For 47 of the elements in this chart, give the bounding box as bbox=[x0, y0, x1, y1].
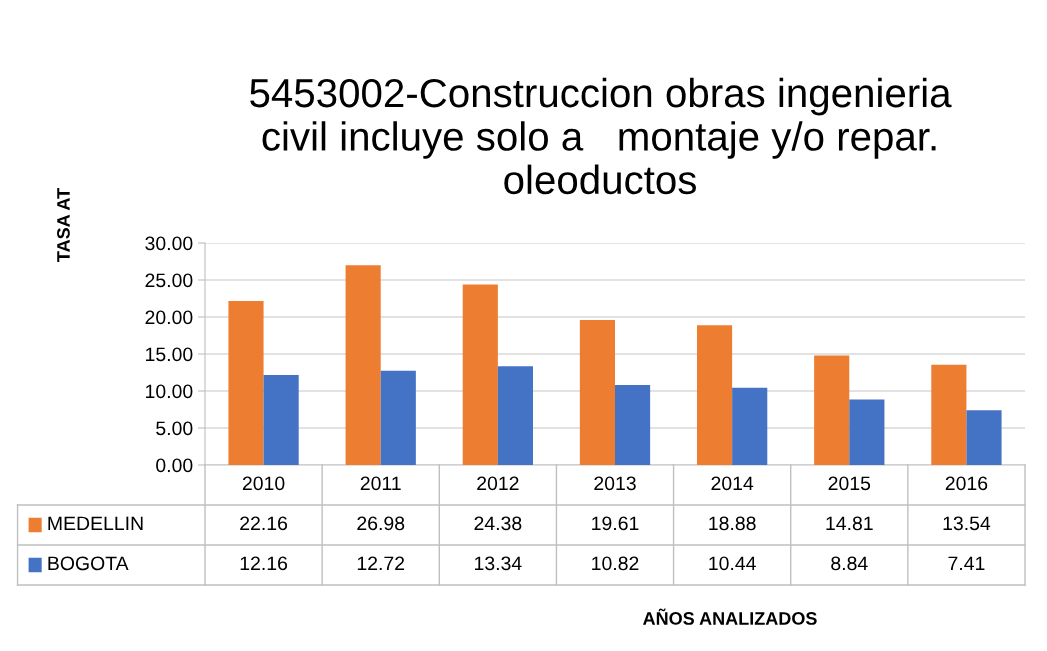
data-label: 14.81 bbox=[826, 516, 873, 531]
data-label: 12.16 bbox=[240, 556, 288, 571]
data-label: 22.16 bbox=[240, 516, 288, 531]
legend-label: BOGOTA bbox=[48, 556, 129, 571]
x-tick-label: 2013 bbox=[594, 476, 636, 491]
y-axis-title: TASA AT bbox=[57, 188, 70, 262]
legend-label: MEDELLIN bbox=[48, 516, 143, 531]
bar bbox=[732, 387, 768, 465]
bar bbox=[345, 265, 381, 465]
bar bbox=[931, 364, 967, 465]
bar bbox=[380, 370, 416, 465]
bar bbox=[697, 325, 733, 465]
x-tick-label: 2010 bbox=[242, 476, 285, 491]
x-tick-label: 2016 bbox=[945, 476, 988, 491]
data-label: 12.72 bbox=[357, 556, 405, 571]
text: AÑOS ANALIZADOS bbox=[643, 608, 817, 625]
y-tick-label: 25.00 bbox=[145, 273, 193, 288]
y-tick-label: 0.00 bbox=[156, 458, 193, 473]
data-label: 8.84 bbox=[831, 556, 868, 571]
data-label: 18.88 bbox=[709, 516, 756, 531]
y-tick-label: 5.00 bbox=[156, 421, 193, 436]
data-label: 13.34 bbox=[475, 556, 522, 571]
bar bbox=[966, 410, 1002, 465]
data-label: 10.82 bbox=[592, 556, 639, 571]
bar bbox=[263, 375, 299, 465]
data-label: 19.61 bbox=[592, 516, 639, 531]
bar bbox=[462, 284, 498, 465]
bar bbox=[849, 399, 885, 465]
data-label: 13.54 bbox=[943, 516, 991, 531]
bar bbox=[814, 355, 850, 465]
y-tick-label: 15.00 bbox=[146, 347, 193, 362]
data-label: 26.98 bbox=[357, 516, 405, 531]
chart-title: 5453002-Construccion obras ingenieria civil incluye solo a montaje y/o repar. oleoductos bbox=[250, 77, 952, 195]
bar bbox=[228, 301, 264, 465]
bar bbox=[497, 366, 533, 465]
y-tick-label: 10.00 bbox=[146, 384, 193, 399]
data-label: 24.38 bbox=[474, 516, 522, 531]
data-label: 7.41 bbox=[948, 556, 985, 571]
y-tick-label: 20.00 bbox=[145, 310, 193, 325]
y-tick-label: 30.00 bbox=[145, 236, 193, 251]
x-tick-label: 2014 bbox=[711, 476, 754, 491]
x-tick-label: 2015 bbox=[828, 476, 871, 491]
x-tick-label: 2012 bbox=[477, 476, 519, 491]
x-tick-label: 2011 bbox=[360, 476, 401, 491]
bar bbox=[615, 384, 651, 465]
bar bbox=[579, 319, 615, 465]
data-label: 10.44 bbox=[709, 556, 756, 571]
